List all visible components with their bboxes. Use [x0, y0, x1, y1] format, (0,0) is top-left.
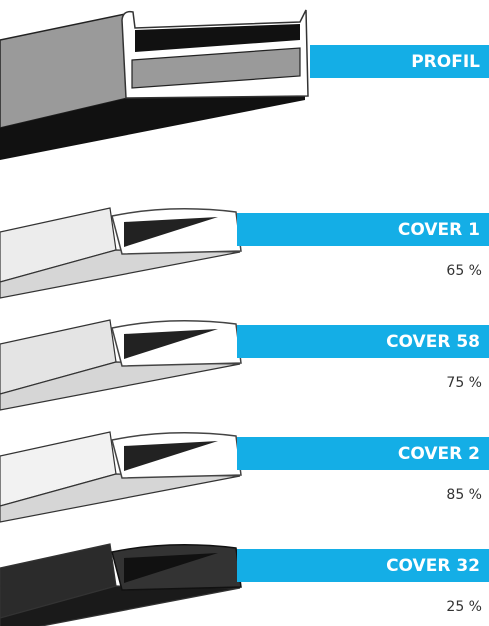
cover-label: COVER 2	[398, 444, 480, 464]
cover-illustration	[0, 544, 241, 626]
cover-illustration	[0, 320, 241, 410]
profile-label: PROFIL	[411, 52, 480, 72]
cover-illustration	[0, 432, 241, 522]
page: PROFIL COVER 1 65 % COVER 58 75 % COVER 2 85 …	[0, 0, 489, 626]
cover-label: COVER 58	[386, 332, 480, 352]
cover-label: COVER 32	[386, 556, 480, 576]
cover-illustration	[0, 208, 241, 298]
cover-transmission: 65 %	[446, 263, 482, 279]
cover-transmission: 25 %	[446, 599, 482, 615]
cover-transmission: 75 %	[446, 375, 482, 391]
cover-label: COVER 1	[398, 220, 480, 240]
cover-transmission: 85 %	[446, 487, 482, 503]
profile-illustration	[0, 10, 308, 160]
